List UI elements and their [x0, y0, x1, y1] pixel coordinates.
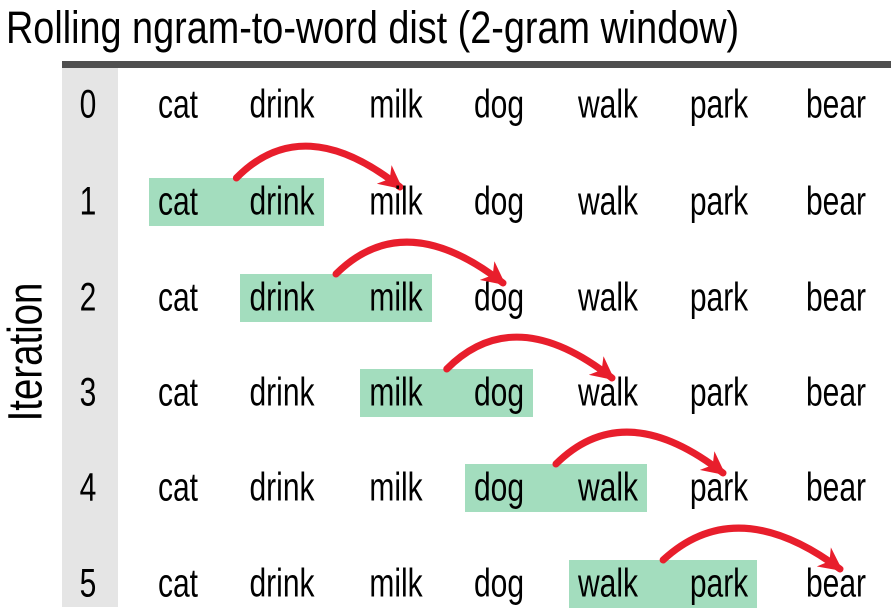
word-cell: drink	[249, 465, 315, 510]
word-cell: dog	[473, 179, 525, 224]
iteration-number: 5	[79, 561, 97, 606]
word-cell: bear	[805, 82, 867, 127]
word-cell: bear	[805, 370, 867, 415]
word-cell: milk	[369, 82, 423, 127]
word-cell: park	[689, 275, 749, 320]
word-cell: drink	[249, 275, 315, 320]
word-cell: cat	[157, 82, 199, 127]
word-cell: bear	[805, 465, 867, 510]
word-cell: drink	[249, 82, 315, 127]
word-cell: walk	[577, 82, 639, 127]
word-cell: milk	[369, 370, 423, 415]
word-cell: bear	[805, 561, 867, 606]
word-cell: milk	[369, 465, 423, 510]
word-cell: cat	[157, 465, 199, 510]
word-cell: walk	[577, 179, 639, 224]
word-cell: milk	[369, 561, 423, 606]
word-cell: bear	[805, 275, 867, 320]
word-cell: walk	[577, 275, 639, 320]
word-cell: drink	[249, 561, 315, 606]
word-cell: bear	[805, 179, 867, 224]
word-cell: dog	[473, 561, 525, 606]
word-cell: dog	[473, 370, 525, 415]
word-cell: walk	[577, 561, 639, 606]
word-cell: walk	[577, 465, 639, 510]
word-cell: dog	[473, 275, 525, 320]
word-cell: dog	[473, 82, 525, 127]
iteration-number: 3	[79, 370, 97, 415]
word-cell: milk	[369, 179, 423, 224]
iteration-number: 4	[79, 465, 97, 510]
word-cell: walk	[577, 370, 639, 415]
iteration-number: 1	[79, 179, 97, 224]
iteration-number: 2	[79, 275, 97, 320]
axis-top-bar	[62, 61, 891, 68]
word-cell: cat	[157, 561, 199, 606]
word-cell: park	[689, 561, 749, 606]
word-cell: drink	[249, 370, 315, 415]
word-cell: milk	[369, 275, 423, 320]
word-cell: cat	[157, 179, 199, 224]
word-cell: park	[689, 370, 749, 415]
figure-title: Rolling ngram-to-word dist (2-gram windo…	[6, 2, 740, 53]
word-cell: cat	[157, 275, 199, 320]
iteration-number: 0	[79, 82, 97, 127]
y-axis-label: Iteration	[0, 282, 53, 422]
word-cell: drink	[249, 179, 315, 224]
word-cell: park	[689, 82, 749, 127]
word-cell: cat	[157, 370, 199, 415]
word-cell: park	[689, 179, 749, 224]
word-cell: park	[689, 465, 749, 510]
iteration-axis-strip	[62, 68, 118, 607]
word-cell: dog	[473, 465, 525, 510]
